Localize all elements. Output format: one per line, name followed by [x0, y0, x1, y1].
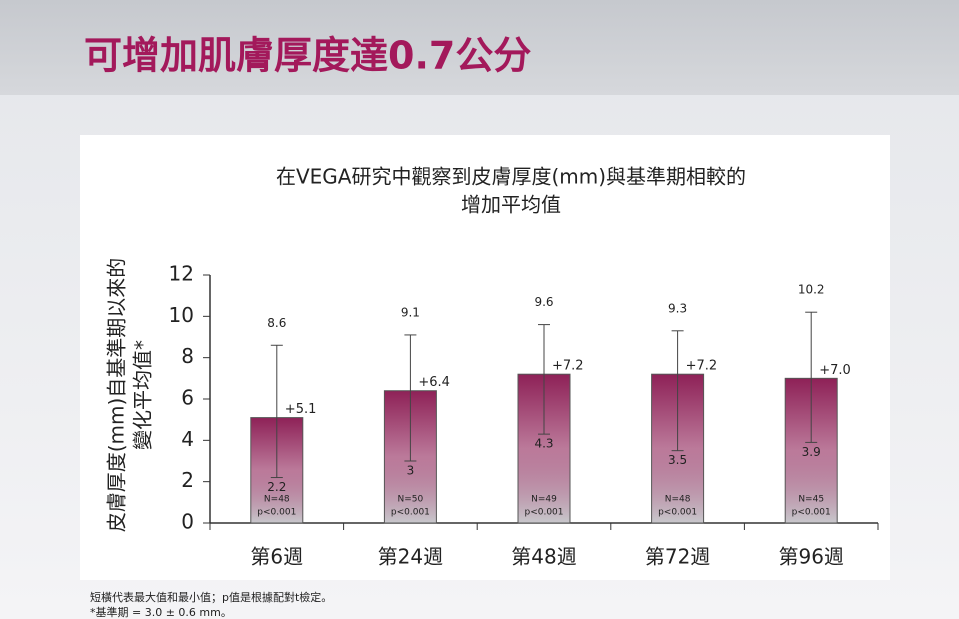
min-label: 3.9	[802, 445, 821, 459]
max-label: 9.1	[401, 305, 420, 319]
max-label: 10.2	[798, 283, 825, 297]
y-axis-title: 皮膚厚度(mm)自基準期以來的 變化平均值*	[105, 258, 155, 533]
p-label: p<0.001	[391, 508, 430, 518]
max-label: 9.6	[534, 295, 553, 309]
chart-title: 在VEGA研究中觀察到皮膚厚度(mm)與基準期相較的	[276, 165, 746, 189]
min-label: 3	[407, 464, 415, 478]
value-label: +6.4	[418, 375, 450, 390]
value-label: +7.2	[552, 359, 584, 374]
x-tick-label: 第48週	[511, 545, 576, 569]
value-label: +7.2	[686, 359, 718, 374]
chart-title: 增加平均值	[461, 193, 561, 217]
n-label: N=48	[264, 495, 290, 505]
x-tick-label: 第24週	[378, 545, 443, 569]
n-label: N=48	[665, 495, 691, 505]
y-tick-label: 6	[181, 386, 194, 410]
value-label: +7.0	[819, 363, 851, 378]
y-tick-label: 12	[169, 262, 194, 286]
p-label: p<0.001	[792, 508, 831, 518]
y-tick-label: 2	[181, 468, 194, 492]
max-label: 8.6	[267, 316, 286, 330]
footnote: *基準期 = 3.0 ± 0.6 mm。	[90, 605, 232, 619]
footnote: 短橫代表最大值和最小值；p值是根據配對t檢定。	[90, 590, 332, 604]
x-tick-label: 第6週	[250, 545, 303, 569]
max-label: 9.3	[668, 301, 687, 315]
header-band	[0, 0, 959, 95]
p-label: p<0.001	[524, 508, 563, 518]
y-tick-label: 8	[181, 344, 194, 368]
chart-panel	[80, 135, 890, 580]
min-label: 3.5	[668, 453, 687, 467]
value-label: +5.1	[285, 402, 317, 417]
n-label: N=49	[531, 495, 557, 505]
p-label: p<0.001	[658, 508, 697, 518]
n-label: N=50	[398, 495, 424, 505]
y-axis-title-line: 皮膚厚度(mm)自基準期以來的	[105, 258, 129, 533]
y-tick-label: 0	[181, 510, 194, 534]
p-label: p<0.001	[257, 508, 296, 518]
y-axis-title-line: 變化平均值*	[131, 340, 155, 450]
y-tick-label: 10	[169, 303, 194, 327]
min-label: 4.3	[534, 437, 553, 451]
x-tick-label: 第72週	[645, 545, 710, 569]
y-tick-label: 4	[181, 427, 194, 451]
n-label: N=45	[798, 495, 824, 505]
page-title: 可增加肌膚厚度達0.7公分	[84, 34, 531, 78]
min-label: 2.2	[267, 480, 286, 494]
x-tick-label: 第96週	[778, 545, 843, 569]
